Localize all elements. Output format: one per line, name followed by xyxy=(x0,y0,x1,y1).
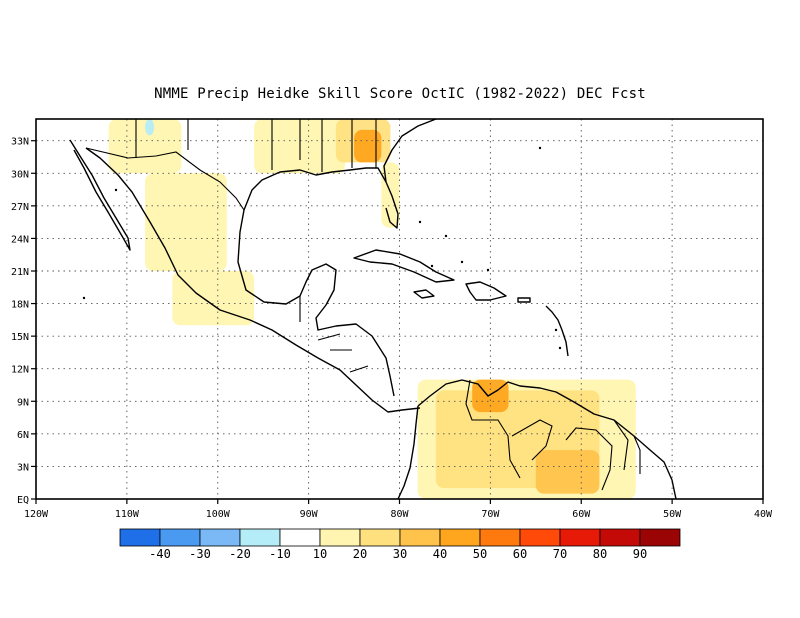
island-dot xyxy=(538,146,542,150)
colorbar-label: 70 xyxy=(553,547,567,561)
skill-region-1 xyxy=(145,173,227,271)
y-tick-label: 12N xyxy=(11,365,29,376)
x-tick-label: 90W xyxy=(300,509,319,520)
political-borders xyxy=(85,119,641,491)
lesser-antilles-coastline xyxy=(545,305,569,357)
us-state-lines xyxy=(135,119,377,172)
x-tick-label: 40W xyxy=(754,509,773,520)
colorbar-swatch xyxy=(399,528,441,547)
colorbar-label: 90 xyxy=(633,547,647,561)
colorbar-label: 40 xyxy=(433,547,447,561)
colombia-pacific-coastline xyxy=(397,405,419,499)
colorbar-swatch xyxy=(639,528,681,547)
colorbar-label: 10 xyxy=(313,547,327,561)
colorbar-swatch xyxy=(279,528,321,547)
island-dot xyxy=(114,188,118,192)
island-dot xyxy=(430,264,434,268)
island-dot xyxy=(82,296,86,300)
colorbar-swatch xyxy=(599,528,641,547)
colorbar-swatch xyxy=(359,528,401,547)
mexico-gulf-coastline xyxy=(237,209,395,397)
colorbar: -40 -30 -20 -10 10 20 30 40 50 60 70 80 90 xyxy=(119,528,681,561)
island-dot xyxy=(554,328,558,332)
gridlines xyxy=(36,119,763,499)
x-tick-label: 120W xyxy=(24,509,49,520)
colorbar-swatch xyxy=(119,528,161,547)
island-dot xyxy=(418,220,422,224)
y-tick-label: 6N xyxy=(17,430,29,441)
x-tick-label: 60W xyxy=(572,509,591,520)
island-dot xyxy=(460,260,464,264)
skill-region-0 xyxy=(108,119,182,174)
y-tick-label: 27N xyxy=(11,202,29,213)
south-america-borders xyxy=(465,379,641,491)
coastlines xyxy=(69,119,677,499)
colorbar-label: 60 xyxy=(513,547,527,561)
island-dot xyxy=(558,346,562,350)
x-tick-label: 100W xyxy=(206,509,231,520)
island-dot xyxy=(444,234,448,238)
y-tick-label: 3N xyxy=(17,462,29,473)
colorbar-label: 80 xyxy=(593,547,607,561)
baja-california-coastline xyxy=(69,139,131,251)
us-mexico-border xyxy=(85,147,245,211)
colorbar-label: -30 xyxy=(189,547,211,561)
colorbar-label: -20 xyxy=(229,547,251,561)
colorbar-label: 50 xyxy=(473,547,487,561)
colorbar-swatch xyxy=(559,528,601,547)
puerto-rico-coastline xyxy=(517,297,531,303)
map-title: NMME Precip Heidke Skill Score OctIC (19… xyxy=(154,86,646,102)
hispaniola-coastline xyxy=(465,281,507,301)
colorbar-swatch xyxy=(439,528,481,547)
colorbar-label: 20 xyxy=(353,547,367,561)
skill-region-11 xyxy=(145,119,155,136)
skill-region-10 xyxy=(535,450,600,494)
jamaica-coastline xyxy=(413,289,435,299)
colorbar-swatch xyxy=(479,528,521,547)
colorbar-swatch xyxy=(239,528,281,547)
colorbar-label: 30 xyxy=(393,547,407,561)
cuba-coastline xyxy=(353,249,455,283)
colorbar-label: -10 xyxy=(269,547,291,561)
y-tick-label: 18N xyxy=(11,300,29,311)
south-america-coastline xyxy=(417,379,677,499)
axes: 120W 110W 100W 90W 80W 70W 60W 50W 40W EQ 3N 6N 9N 12… xyxy=(11,137,773,520)
y-tick-label: EQ xyxy=(17,495,29,506)
x-tick-label: 50W xyxy=(663,509,682,520)
y-tick-label: 15N xyxy=(11,332,29,343)
colorbar-swatch xyxy=(519,528,561,547)
colorbar-swatch xyxy=(199,528,241,547)
mexico-pacific-coastline xyxy=(85,147,421,413)
us-atlantic-coastline xyxy=(383,119,437,183)
colorbar-label: -40 xyxy=(149,547,171,561)
x-tick-label: 70W xyxy=(481,509,500,520)
central-america-borders xyxy=(299,296,369,373)
colorbar-swatch xyxy=(159,528,201,547)
y-tick-label: 30N xyxy=(11,169,29,180)
y-tick-label: 24N xyxy=(11,234,29,245)
skill-region-6 xyxy=(381,162,400,228)
x-tick-label: 80W xyxy=(390,509,409,520)
colorbar-swatch xyxy=(319,528,361,547)
x-tick-label: 110W xyxy=(115,509,140,520)
skill-region-5 xyxy=(354,129,382,163)
y-tick-label: 9N xyxy=(17,397,29,408)
y-tick-label: 21N xyxy=(11,267,29,278)
skill-region-2 xyxy=(172,271,255,326)
us-gulf-coastline xyxy=(243,167,399,229)
y-tick-label: 33N xyxy=(11,137,29,148)
island-dot xyxy=(486,268,490,272)
small-islands xyxy=(82,146,562,350)
